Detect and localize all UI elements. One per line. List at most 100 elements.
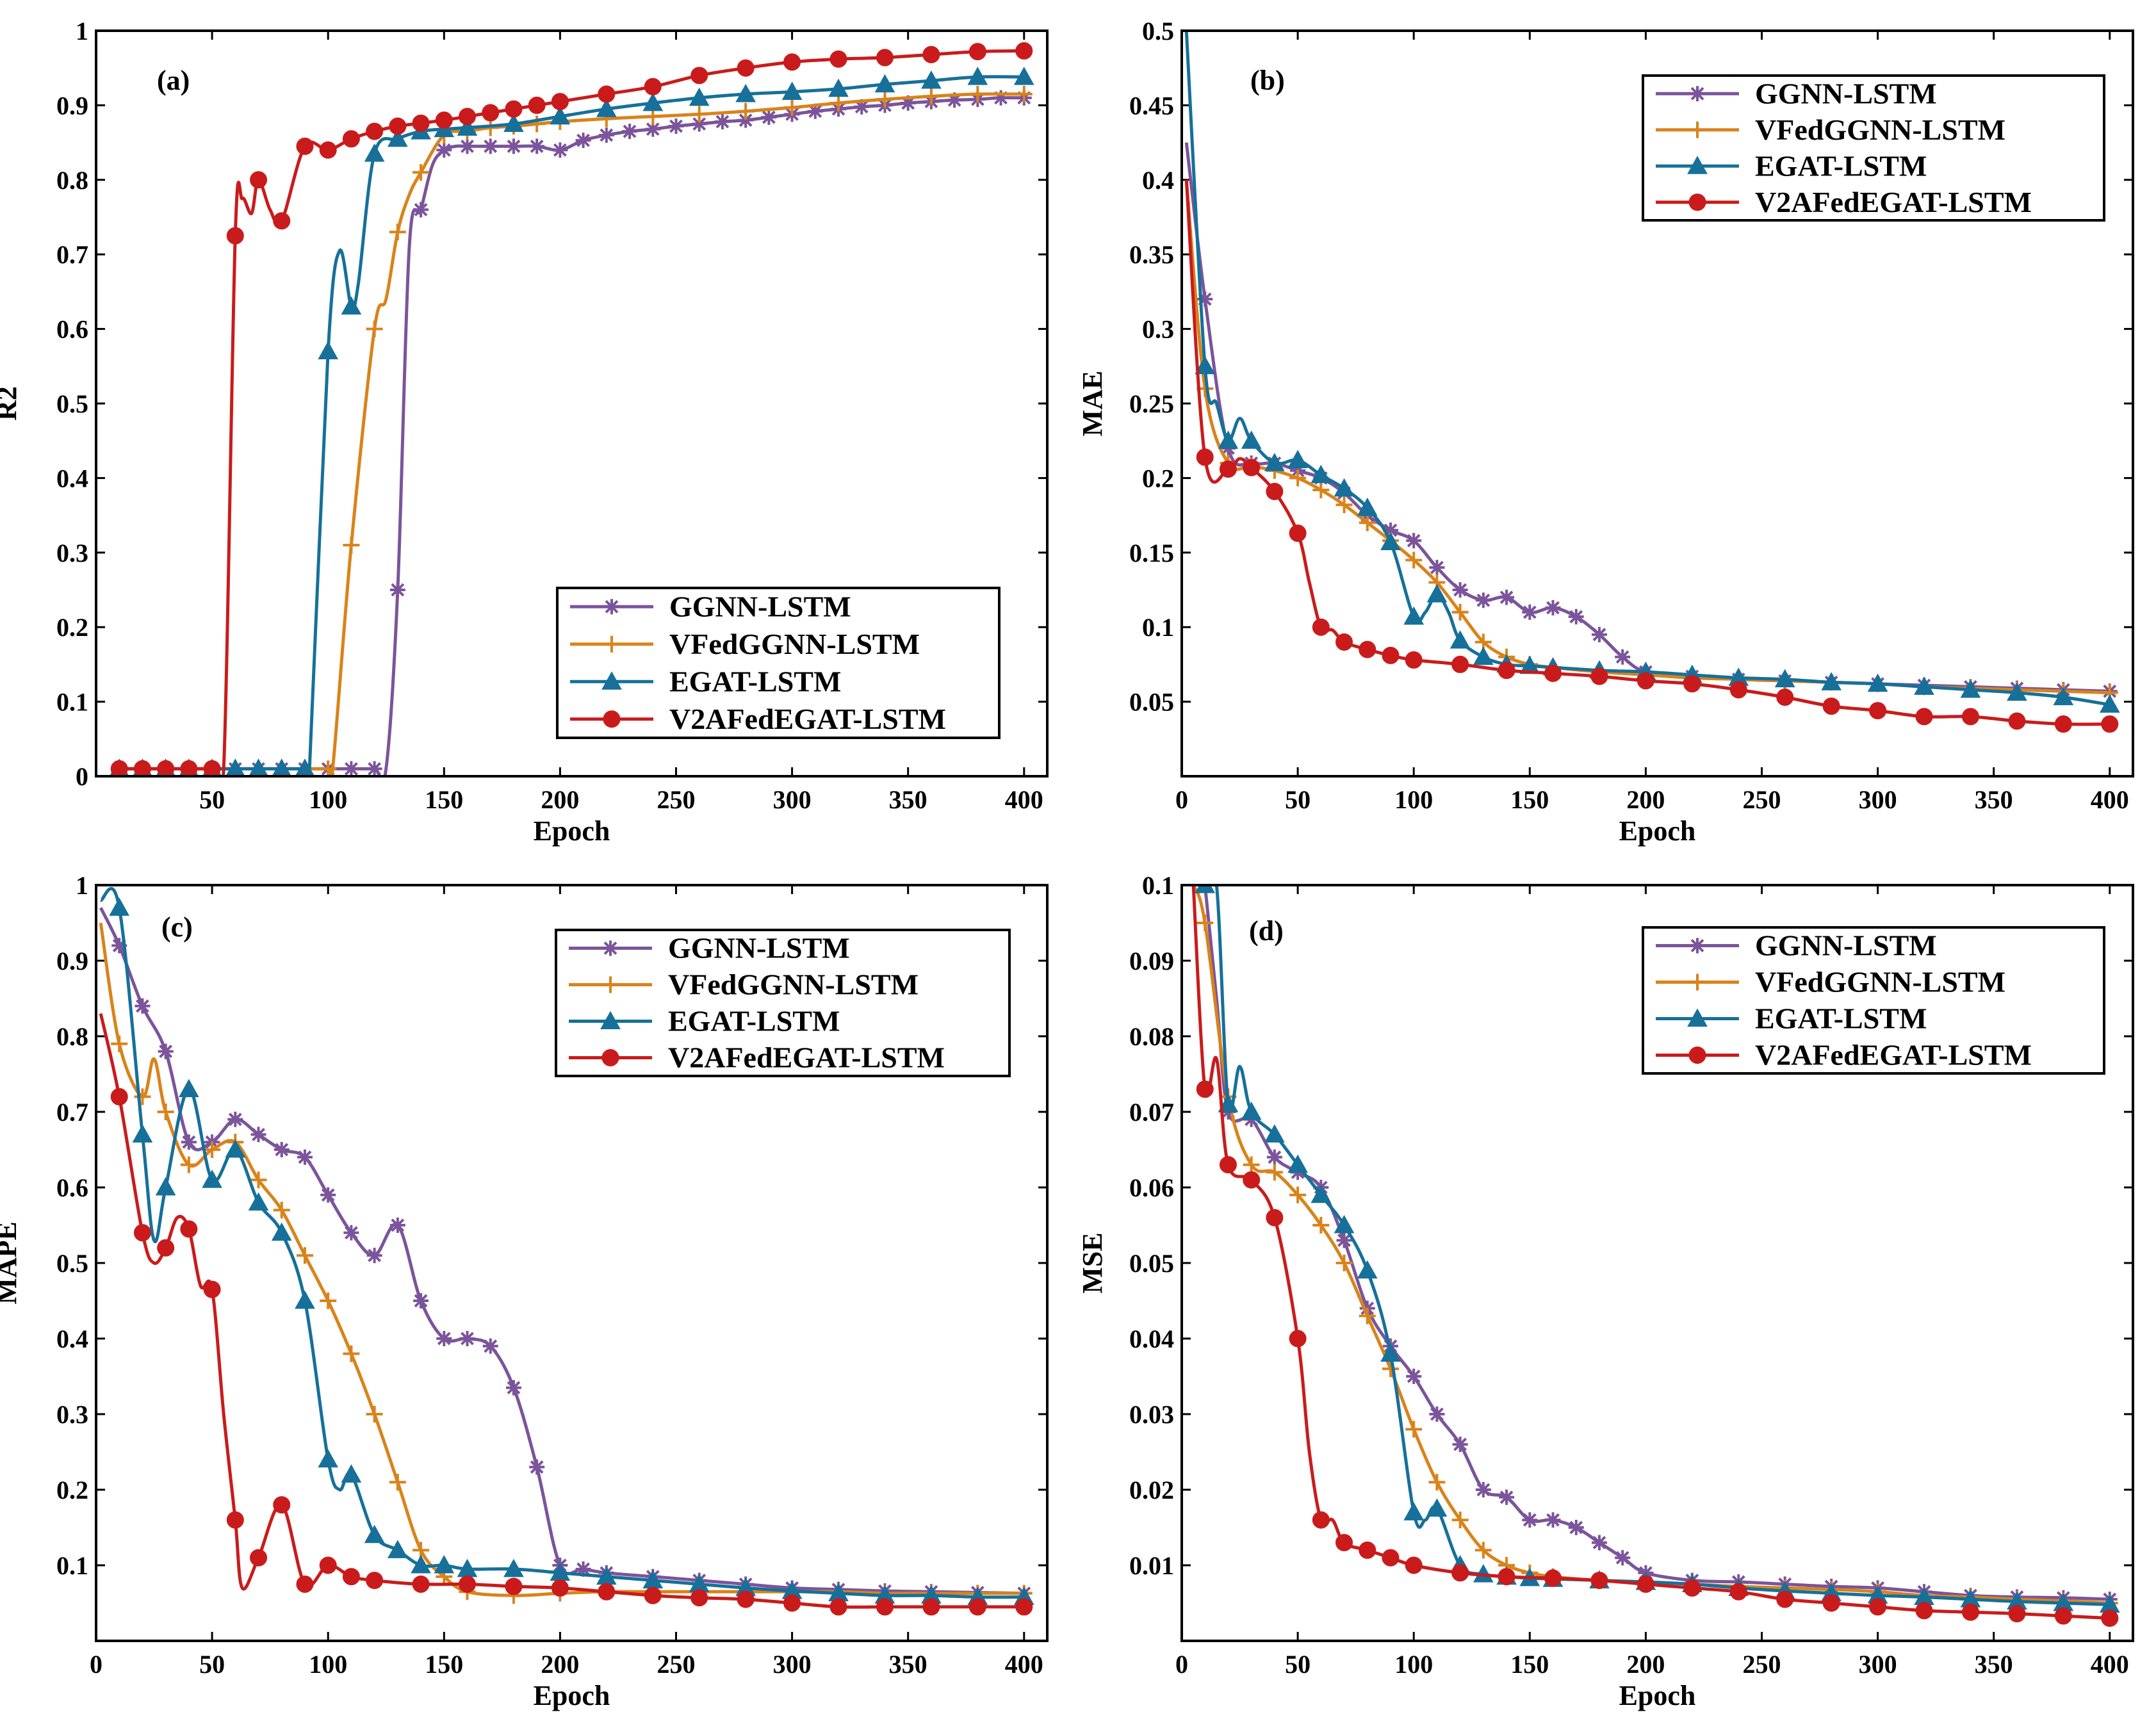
data-point bbox=[1451, 1564, 1469, 1582]
x-tick-label: 250 bbox=[657, 785, 695, 814]
data-point bbox=[274, 1142, 290, 1157]
data-point bbox=[735, 83, 756, 102]
data-point bbox=[737, 1590, 755, 1608]
legend-marker bbox=[601, 671, 622, 690]
data-point bbox=[1196, 915, 1214, 931]
data-point bbox=[1243, 1171, 1261, 1189]
data-point bbox=[528, 115, 546, 133]
data-point bbox=[1637, 672, 1654, 690]
data-point bbox=[318, 1449, 339, 1468]
data-point bbox=[297, 1149, 313, 1165]
data-point bbox=[1195, 355, 1216, 375]
plot-area bbox=[1184, 31, 2120, 733]
legend: GGNN-LSTM VFedGGNN-LSTM EGAT-LSTM V2AFedEGA… bbox=[1642, 926, 2105, 1075]
data-point bbox=[1382, 1360, 1399, 1378]
data-point bbox=[227, 1111, 243, 1127]
y-tick-label: 0.7 bbox=[56, 240, 88, 269]
data-point bbox=[1336, 1232, 1352, 1248]
y-axis-label: MSE bbox=[1077, 1232, 1108, 1293]
y-tick-label: 0.4 bbox=[56, 1324, 88, 1353]
legend-label: GGNN-LSTM bbox=[669, 590, 851, 623]
data-point bbox=[157, 760, 175, 776]
data-point bbox=[1266, 1209, 1284, 1226]
data-point bbox=[1473, 646, 1494, 665]
data-point bbox=[459, 108, 477, 126]
data-point bbox=[249, 758, 268, 776]
y-tick-label: 0.9 bbox=[56, 947, 88, 975]
data-point bbox=[783, 53, 801, 71]
panel-label: (b) bbox=[1250, 65, 1285, 96]
y-tick-label: 0.5 bbox=[56, 389, 88, 418]
data-point bbox=[761, 110, 777, 126]
y-tick-label: 0.5 bbox=[56, 1249, 88, 1278]
data-point bbox=[204, 1141, 221, 1158]
plot-frame bbox=[1180, 884, 2134, 1642]
legend-box bbox=[556, 587, 1000, 739]
data-point bbox=[1382, 646, 1400, 664]
x-tick-label: 50 bbox=[199, 785, 225, 814]
data-point bbox=[158, 1043, 174, 1059]
data-point bbox=[364, 143, 385, 162]
y-tick-label: 0.1 bbox=[56, 1551, 88, 1580]
data-point bbox=[575, 133, 591, 149]
data-point bbox=[1452, 582, 1468, 598]
data-point bbox=[922, 1598, 940, 1616]
data-point bbox=[1266, 1149, 1282, 1165]
data-point bbox=[1590, 1572, 1608, 1590]
x-tick-label: 200 bbox=[1626, 1650, 1665, 1679]
data-point bbox=[1822, 697, 1840, 715]
data-point bbox=[388, 1540, 408, 1558]
x-tick-label: 200 bbox=[541, 1650, 579, 1679]
data-point bbox=[1545, 1512, 1561, 1528]
y-tick-label: 0.35 bbox=[1129, 240, 1174, 269]
y-tick-label: 0.8 bbox=[56, 166, 88, 195]
data-point bbox=[366, 320, 383, 338]
x-tick-label: 0 bbox=[1175, 1650, 1188, 1679]
data-point bbox=[1428, 1474, 1446, 1491]
x-tick-label: 50 bbox=[199, 1650, 225, 1679]
data-point bbox=[341, 1464, 362, 1483]
data-point bbox=[366, 1248, 382, 1264]
x-tick-label: 350 bbox=[1975, 785, 2013, 814]
data-point bbox=[366, 122, 384, 140]
data-point bbox=[1196, 448, 1214, 466]
y-tick-label: 0.4 bbox=[56, 464, 88, 493]
series-line bbox=[1184, 31, 2111, 706]
y-axis-label: R2 bbox=[0, 386, 22, 421]
legend-marker bbox=[603, 940, 618, 956]
data-point bbox=[180, 1220, 198, 1238]
data-point bbox=[1776, 1590, 1794, 1608]
data-point bbox=[1312, 1217, 1330, 1234]
data-point bbox=[1590, 667, 1608, 685]
y-tick-label: 0.9 bbox=[56, 91, 88, 120]
data-point bbox=[2099, 694, 2120, 713]
data-point bbox=[1426, 583, 1448, 603]
data-point bbox=[319, 1556, 337, 1574]
y-tick-label: 0.2 bbox=[1142, 464, 1174, 493]
y-tick-label: 0.05 bbox=[1129, 1249, 1174, 1278]
x-tick-label: 100 bbox=[309, 785, 347, 814]
data-point bbox=[644, 77, 662, 95]
data-point bbox=[366, 761, 382, 776]
data-point bbox=[133, 760, 151, 776]
data-point bbox=[1380, 1343, 1401, 1362]
data-point bbox=[529, 138, 545, 154]
data-point bbox=[1591, 626, 1607, 642]
data-point bbox=[1335, 1534, 1353, 1552]
data-point bbox=[250, 1549, 268, 1567]
data-point bbox=[250, 171, 268, 189]
data-point bbox=[1774, 669, 1795, 688]
x-tick-label: 50 bbox=[1285, 785, 1311, 814]
data-point bbox=[947, 92, 963, 108]
y-tick-label: 0.1 bbox=[1142, 871, 1174, 900]
data-point bbox=[1405, 551, 1423, 569]
data-point bbox=[690, 1589, 708, 1607]
data-point bbox=[1334, 1214, 1355, 1234]
x-tick-label: 50 bbox=[1285, 1650, 1311, 1679]
data-point bbox=[389, 117, 407, 135]
data-point bbox=[1450, 630, 1471, 649]
data-point bbox=[529, 1459, 545, 1475]
y-tick-label: 0.05 bbox=[1129, 688, 1174, 717]
data-point bbox=[1357, 1260, 1378, 1279]
